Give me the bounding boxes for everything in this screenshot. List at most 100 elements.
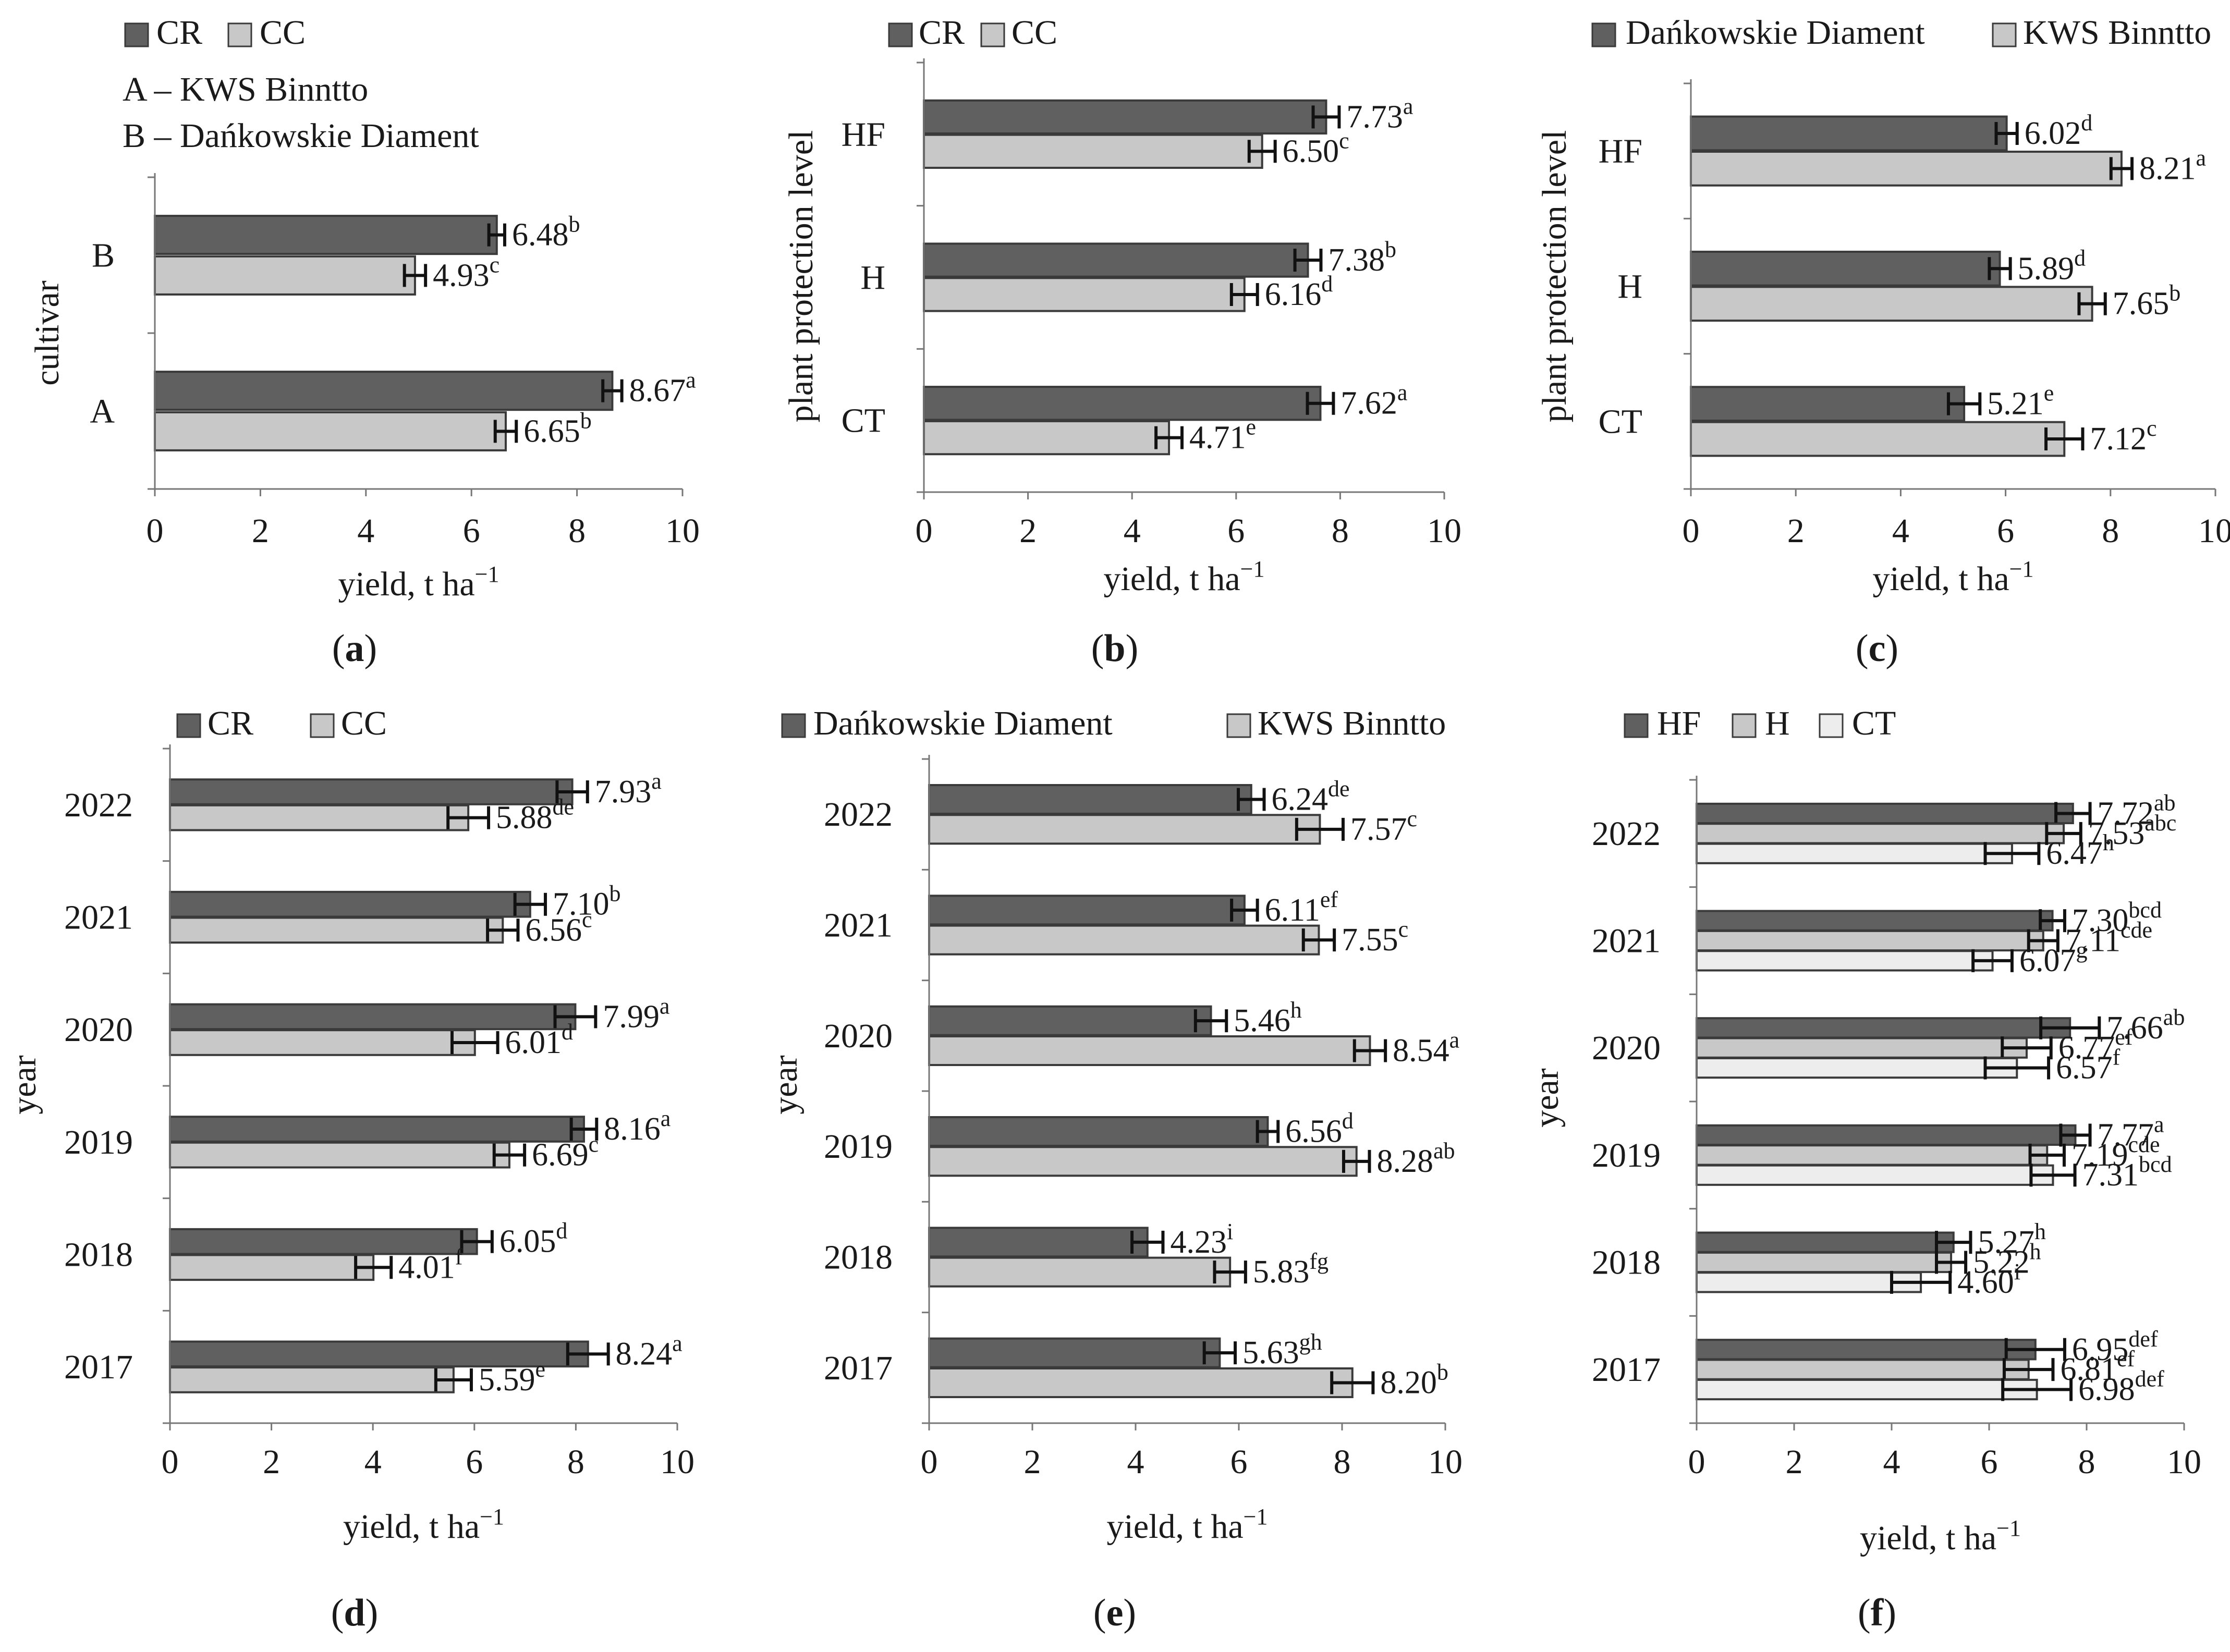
data-label: 4.93c xyxy=(433,252,499,293)
error-bar xyxy=(1988,257,2012,280)
x-axis-title-sup: −1 xyxy=(1240,556,1265,582)
legend-swatch-kws-binntto xyxy=(1992,22,2017,47)
bar xyxy=(154,255,416,296)
y-axis-title: plant protection level xyxy=(1536,130,1574,423)
data-label-value: 7.77 xyxy=(2098,1117,2154,1153)
data-label: 7.99a xyxy=(603,993,669,1034)
data-label-letter: h xyxy=(2030,1239,2041,1265)
x-tick-label: 8 xyxy=(1334,1443,1351,1481)
data-label-value: 5.88 xyxy=(496,800,552,836)
data-label-letter: a xyxy=(651,768,662,794)
legend-swatch-ct xyxy=(1819,713,1844,738)
data-label-letter: d xyxy=(562,1019,573,1045)
data-label-value: 7.30 xyxy=(2072,903,2129,938)
category-label: 2021 xyxy=(64,899,133,937)
x-axis-title: yield, t ha−1 xyxy=(1107,1504,1268,1546)
bar xyxy=(169,1366,455,1393)
annotation-note: B – Dańkowskie Diament xyxy=(123,117,479,155)
error-bar xyxy=(553,1005,598,1029)
panel-label: (f) xyxy=(1858,1592,1896,1634)
data-label-value: 7.38 xyxy=(1328,242,1385,278)
data-label-letter: a xyxy=(660,993,670,1019)
error-bar xyxy=(1237,788,1266,811)
x-tick-label: 6 xyxy=(1997,512,2014,550)
data-label-value: 7.55 xyxy=(1342,922,1398,958)
data-label-value: 6.56 xyxy=(525,912,582,948)
category-label: 2021 xyxy=(1592,922,1661,960)
data-label: 7.53abc xyxy=(2088,810,2177,851)
data-label-value: 7.65 xyxy=(2113,286,2170,322)
legend-swatch-h xyxy=(1732,713,1757,738)
x-tick-label: 0 xyxy=(1688,1443,1705,1481)
chart-panel-f: HF H CT7.72ab7.53abc6.47h20227.30bcd7.11cd… xyxy=(1528,704,2201,1634)
legend-label: CT xyxy=(1852,704,1896,742)
error-bar xyxy=(1342,1149,1371,1173)
data-label-value: 6.11 xyxy=(1265,892,1320,928)
data-label: 5.21e xyxy=(1987,381,2054,422)
data-label-value: 6.95 xyxy=(2072,1332,2129,1367)
bar xyxy=(928,1227,1149,1258)
data-label-letter: a xyxy=(1397,380,1408,406)
error-bar xyxy=(434,1368,473,1391)
x-tick-label: 10 xyxy=(1427,512,1461,550)
error-bar xyxy=(2039,909,2066,933)
error-bar xyxy=(513,892,547,916)
category-label: H xyxy=(1617,267,1642,305)
data-label-letter: cde xyxy=(2128,1132,2160,1157)
x-tick-label: 10 xyxy=(660,1443,694,1481)
bar xyxy=(154,371,614,411)
panel-label: (b) xyxy=(1091,627,1138,670)
data-label: 6.98def xyxy=(2078,1366,2164,1408)
panel-label-close: ) xyxy=(1126,627,1139,670)
category-label: 2020 xyxy=(824,1017,893,1055)
data-label: 7.73a xyxy=(1346,93,1413,134)
data-label: 5.46h xyxy=(1234,997,1302,1038)
data-label: 5.83fg xyxy=(1253,1249,1329,1290)
x-tick-label: 10 xyxy=(665,512,700,550)
data-label-letter: f xyxy=(2113,1045,2121,1070)
data-label-value: 6.05 xyxy=(499,1224,556,1259)
bar xyxy=(1696,950,1994,972)
error-bar xyxy=(2028,1143,2066,1167)
category-label: A xyxy=(90,393,115,431)
data-label-value: 7.73 xyxy=(1346,99,1403,134)
data-label-value: 7.72 xyxy=(2098,796,2154,831)
panel-label-letter: d xyxy=(344,1592,365,1634)
x-tick-label: 10 xyxy=(1428,1443,1463,1481)
x-tick-label: 2 xyxy=(1024,1443,1041,1481)
data-label: 6.05d xyxy=(499,1218,568,1259)
category-label: 2017 xyxy=(64,1348,133,1386)
category-label: 2017 xyxy=(824,1349,893,1387)
data-label-value: 8.67 xyxy=(629,373,686,409)
data-label-value: 6.77 xyxy=(2058,1030,2115,1066)
data-label: 7.62a xyxy=(1341,380,1407,421)
data-label-letter: a xyxy=(686,368,696,393)
data-label: 5.59e xyxy=(479,1356,545,1398)
error-bar xyxy=(1293,249,1323,272)
data-label-value: 6.50 xyxy=(1283,133,1339,169)
bar xyxy=(923,99,1327,135)
error-bar xyxy=(1311,105,1341,129)
legend-label: CR xyxy=(156,14,202,52)
x-tick-label: 2 xyxy=(1019,512,1037,550)
error-bar xyxy=(2004,1338,2066,1361)
bar xyxy=(1690,386,1966,422)
data-label-value: 7.93 xyxy=(595,774,652,810)
y-axis-title: year xyxy=(766,1055,805,1115)
chart-panel-c: Dańkowskie Diament KWS Binntto6.02d8.21aH… xyxy=(1536,14,2230,670)
x-tick-label: 2 xyxy=(263,1443,280,1481)
data-label: 6.95def xyxy=(2072,1326,2158,1367)
data-label-value: 6.98 xyxy=(2078,1372,2135,1408)
data-label-letter: b xyxy=(1437,1359,1448,1385)
data-label: 4.60i xyxy=(1957,1259,2020,1300)
error-bar xyxy=(1247,140,1277,163)
data-label-value: 4.23 xyxy=(1170,1225,1227,1260)
x-tick-label: 0 xyxy=(1683,512,1700,550)
x-axis-title: yield, t ha−1 xyxy=(1104,556,1265,598)
data-label-letter: e xyxy=(1246,414,1257,440)
data-label: 6.69c xyxy=(532,1132,599,1173)
data-label-letter: i xyxy=(2014,1259,2020,1284)
category-label: 2019 xyxy=(824,1128,893,1166)
